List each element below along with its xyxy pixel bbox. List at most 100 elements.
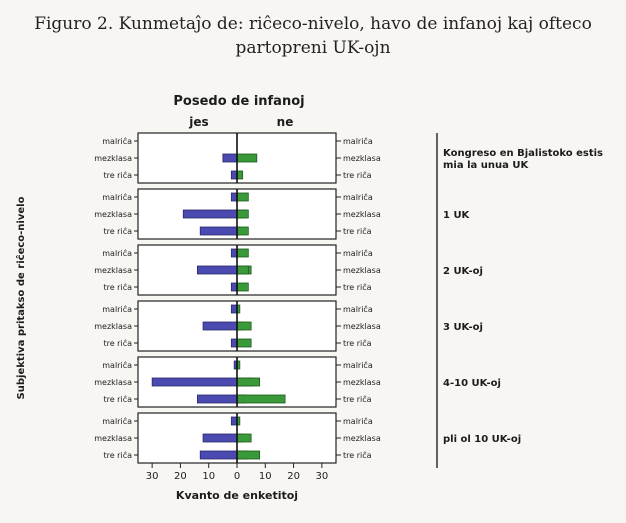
bar-jes bbox=[230, 192, 238, 202]
bar-jes bbox=[182, 209, 238, 219]
x-axis-label: Kvanto de enketitoj bbox=[176, 489, 298, 502]
y-tick-label-right: mezklasa bbox=[343, 266, 381, 275]
bar-ne bbox=[236, 192, 249, 202]
y-tick-label-right: tre riĉa bbox=[343, 394, 372, 404]
bar-jes bbox=[222, 153, 238, 163]
bar-ne bbox=[236, 170, 244, 180]
y-tick-label-right: malriĉa bbox=[343, 416, 373, 426]
bar-ne bbox=[236, 265, 249, 275]
chart-panel: malriĉa malriĉa mezklasa mezklasa tre riĉa tr… bbox=[94, 412, 521, 464]
bar-jes bbox=[199, 226, 238, 236]
panel-label: 3 UK-oj bbox=[443, 322, 483, 333]
bar-jes bbox=[202, 321, 238, 331]
y-tick-label-left: mezklasa bbox=[94, 210, 132, 219]
bar-jes bbox=[230, 304, 238, 314]
panel-label-line: 4-10 UK-oj bbox=[443, 378, 501, 389]
bar-jes bbox=[196, 265, 238, 275]
bar-ne bbox=[236, 248, 249, 258]
bar-ne bbox=[236, 209, 249, 219]
panel-label-line: mia la unua UK bbox=[443, 160, 529, 171]
x-tick-label: 0 bbox=[234, 471, 240, 482]
bar-jes bbox=[230, 416, 238, 426]
y-tick-label-right: mezklasa bbox=[343, 434, 381, 443]
bar-ne bbox=[236, 394, 286, 404]
figure-title-line-1: Figuro 2. Kunmetaĵo de: riĉeco-nivelo, h… bbox=[34, 14, 592, 34]
y-tick-label-left: tre riĉa bbox=[103, 226, 132, 236]
y-tick-label-right: malriĉa bbox=[343, 360, 373, 370]
panel-label: 1 UK bbox=[443, 210, 471, 221]
panel-label: Kongreso en Bjalistoko estis mia la unua … bbox=[443, 148, 603, 171]
y-tick-label-right: tre riĉa bbox=[343, 450, 372, 460]
y-tick-label-right: tre riĉa bbox=[343, 170, 372, 180]
bar-ne bbox=[236, 321, 252, 331]
panels-group: malriĉa malriĉa mezklasa mezklasa tre riĉa tr… bbox=[94, 132, 603, 482]
y-tick-label-left: malriĉa bbox=[102, 360, 132, 370]
figure-caption: Figuro 2. Kunmetaĵo de: riĉeco-nivelo, h… bbox=[0, 12, 626, 60]
figure-title-line-2: partopreni UK-ojn bbox=[235, 38, 391, 58]
chart-panel: malriĉa malriĉa mezklasa mezklasa tre riĉa tr… bbox=[94, 300, 483, 352]
panel-label-line: pli ol 10 UK-oj bbox=[443, 434, 521, 445]
y-tick-label-right: mezklasa bbox=[343, 378, 381, 387]
y-tick-label-right: malriĉa bbox=[343, 192, 373, 202]
panel-label-line: 3 UK-oj bbox=[443, 322, 483, 333]
bar-jes bbox=[196, 394, 238, 404]
panel-label: 4-10 UK-oj bbox=[443, 378, 501, 389]
bar-ne bbox=[236, 226, 249, 236]
bar-ne bbox=[236, 282, 249, 292]
bar-ne bbox=[236, 450, 261, 460]
bar-jes bbox=[202, 433, 238, 443]
y-tick-label-left: tre riĉa bbox=[103, 282, 132, 292]
bar-jes bbox=[230, 170, 238, 180]
panel-label: 2 UK-oj bbox=[443, 266, 483, 277]
y-tick-label-right: malriĉa bbox=[343, 248, 373, 258]
chart-title: Posedo de infanoj bbox=[173, 94, 304, 109]
y-tick-label-right: mezklasa bbox=[343, 154, 381, 163]
y-tick-label-left: mezklasa bbox=[94, 322, 132, 331]
bar-jes bbox=[230, 248, 238, 258]
x-tick-label: 10 bbox=[259, 471, 272, 482]
bar-ne bbox=[236, 153, 258, 163]
chart-panel: malriĉa malriĉa mezklasa mezklasa tre riĉa tr… bbox=[94, 188, 471, 240]
y-tick-label-right: mezklasa bbox=[343, 210, 381, 219]
y-axis-label: Subjektiva pritakso de riĉeco-nivelo bbox=[15, 196, 27, 399]
y-tick-label-left: tre riĉa bbox=[103, 450, 132, 460]
left-group-label: jes bbox=[188, 115, 208, 129]
panel-label-line: Kongreso en Bjalistoko estis bbox=[443, 148, 603, 159]
chart-panel: malriĉa malriĉa mezklasa mezklasa tre riĉa tr… bbox=[94, 244, 483, 296]
bar-ne bbox=[236, 377, 261, 387]
y-tick-label-right: malriĉa bbox=[343, 304, 373, 314]
x-tick-label: 30 bbox=[146, 471, 159, 482]
chart-panel: malriĉa malriĉa mezklasa mezklasa tre riĉa tr… bbox=[94, 356, 501, 408]
bar-ne bbox=[236, 338, 252, 348]
bar-jes bbox=[230, 338, 238, 348]
right-group-label: ne bbox=[277, 115, 294, 129]
panel-label: pli ol 10 UK-oj bbox=[443, 434, 521, 445]
x-tick-label: 20 bbox=[174, 471, 187, 482]
bar-jes bbox=[151, 377, 238, 387]
y-tick-label-right: tre riĉa bbox=[343, 282, 372, 292]
bar-jes bbox=[230, 282, 238, 292]
y-tick-label-right: tre riĉa bbox=[343, 226, 372, 236]
y-tick-label-left: malriĉa bbox=[102, 192, 132, 202]
y-tick-label-left: mezklasa bbox=[94, 378, 132, 387]
x-tick-label: 20 bbox=[287, 471, 300, 482]
y-tick-label-left: tre riĉa bbox=[103, 394, 132, 404]
bar-ne bbox=[236, 433, 252, 443]
panel-label-line: 2 UK-oj bbox=[443, 266, 483, 277]
y-tick-label-left: malriĉa bbox=[102, 136, 132, 146]
y-tick-label-left: tre riĉa bbox=[103, 170, 132, 180]
y-tick-label-left: tre riĉa bbox=[103, 338, 132, 348]
panel-label-line: 1 UK bbox=[443, 210, 471, 221]
y-tick-label-left: mezklasa bbox=[94, 434, 132, 443]
y-tick-label-right: tre riĉa bbox=[343, 338, 372, 348]
y-tick-label-right: malriĉa bbox=[343, 136, 373, 146]
x-tick-label: 30 bbox=[315, 471, 328, 482]
y-tick-label-left: mezklasa bbox=[94, 266, 132, 275]
y-tick-label-left: malriĉa bbox=[102, 304, 132, 314]
y-tick-label-left: mezklasa bbox=[94, 154, 132, 163]
y-tick-label-left: malriĉa bbox=[102, 248, 132, 258]
bar-jes bbox=[199, 450, 238, 460]
y-tick-label-left: malriĉa bbox=[102, 416, 132, 426]
y-tick-label-right: mezklasa bbox=[343, 322, 381, 331]
